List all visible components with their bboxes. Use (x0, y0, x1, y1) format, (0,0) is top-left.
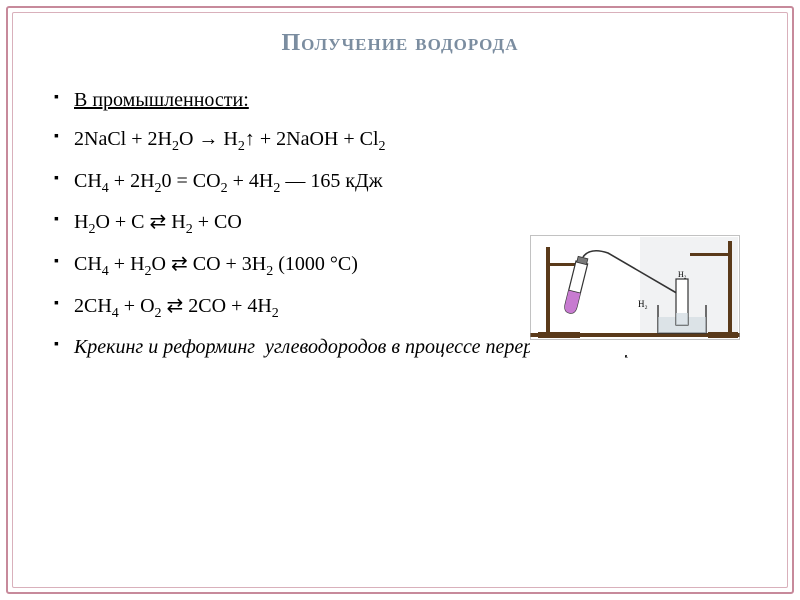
slide-title: Получение водорода (50, 30, 750, 57)
content-area: В промышленности: 2NaCl + 2H2O → H2↑ + 2… (50, 85, 750, 363)
svg-text:H₂: H₂ (678, 270, 687, 279)
svg-text:H₂: H₂ (638, 299, 648, 309)
list-item: 2NaCl + 2H2O → H2↑ + 2NaOH + Cl2 (50, 124, 750, 158)
list-heading: В промышленности: (50, 85, 750, 116)
list-item: CH4 + 2H20 = CO2 + 4H2 — 165 кДж (50, 166, 750, 200)
slide-body: Получение водорода В промышленности: 2Na… (50, 30, 750, 570)
apparatus-diagram: H₂ H₂ (530, 235, 740, 355)
